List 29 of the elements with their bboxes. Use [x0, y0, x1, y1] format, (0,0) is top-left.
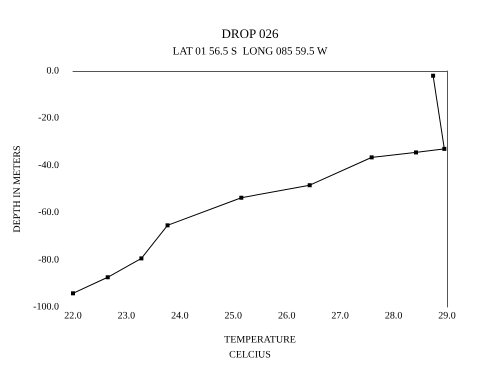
x-tick-label: 27.0 [331, 310, 349, 322]
x-axis-title: TEMPERATURE [224, 334, 296, 346]
y-axis-title: DEPTH IN METERS [12, 145, 23, 233]
point [166, 223, 170, 228]
chart-title: DROP 026 [222, 26, 279, 41]
x-tick-label: 25.0 [224, 310, 242, 322]
x-tick-label: 28.0 [384, 310, 402, 322]
point [370, 155, 374, 160]
point [442, 146, 446, 151]
point [106, 275, 110, 280]
y-tick-label: -60.0 [38, 207, 59, 218]
point [308, 183, 312, 188]
point [414, 150, 418, 154]
x-tick-label: 29.0 [438, 310, 456, 322]
x-tick-label: 26.0 [278, 310, 296, 322]
x-tick-label: 24.0 [171, 310, 189, 322]
y-tick-label: -40.0 [38, 160, 59, 171]
point [431, 74, 436, 78]
text: CELCIUS [229, 350, 271, 360]
chart-subtitle: LAT 01 56.5 S LONG 085 59.5 W [172, 46, 328, 58]
x-tick-label: 23.0 [118, 310, 136, 322]
x-tick-label: 22.0 [64, 310, 82, 322]
point [139, 256, 144, 260]
y-tick-label: -100.0 [33, 302, 59, 312]
y-tick-label: 0.0 [46, 66, 59, 76]
point [239, 196, 244, 200]
y-tick-label: -80.0 [38, 254, 59, 266]
point [71, 291, 75, 296]
y-tick-label: -20.0 [38, 112, 59, 124]
